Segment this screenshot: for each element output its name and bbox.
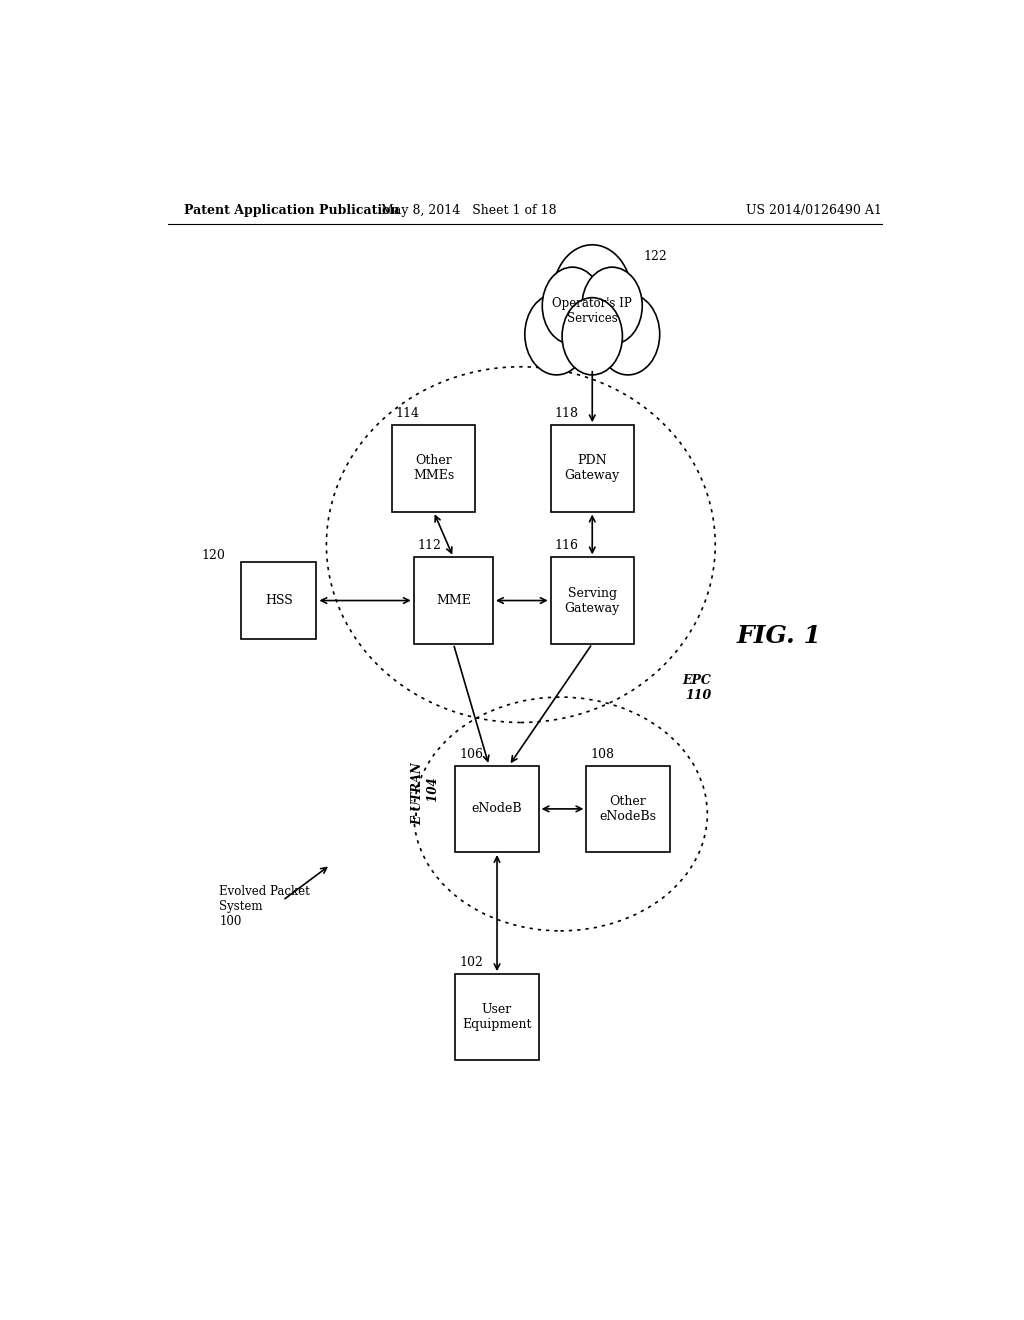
Text: Evolved Packet
System
100: Evolved Packet System 100 <box>219 886 310 928</box>
Text: 114: 114 <box>396 407 420 420</box>
FancyBboxPatch shape <box>241 562 316 639</box>
Text: 108: 108 <box>590 747 614 760</box>
FancyBboxPatch shape <box>456 766 539 853</box>
Text: 116: 116 <box>555 540 579 552</box>
FancyBboxPatch shape <box>392 425 475 512</box>
Circle shape <box>596 293 659 375</box>
Text: 118: 118 <box>555 407 579 420</box>
Text: eNodeB: eNodeB <box>472 803 522 816</box>
Text: 102: 102 <box>460 956 483 969</box>
Text: Patent Application Publication: Patent Application Publication <box>183 205 399 216</box>
Text: MME: MME <box>436 594 471 607</box>
Circle shape <box>562 297 623 375</box>
Text: 122: 122 <box>644 249 668 263</box>
Text: FIG. 1: FIG. 1 <box>736 624 821 648</box>
Text: PDN
Gateway: PDN Gateway <box>564 454 620 482</box>
Text: Other
MMEs: Other MMEs <box>413 454 455 482</box>
Text: E-UTRAN
  104: E-UTRAN 104 <box>412 762 439 825</box>
Text: EPC
110: EPC 110 <box>682 675 712 702</box>
Text: Operator's IP
Services: Operator's IP Services <box>552 297 632 325</box>
Text: Other
eNodeBs: Other eNodeBs <box>599 795 656 822</box>
FancyBboxPatch shape <box>456 974 539 1060</box>
Text: Serving
Gateway: Serving Gateway <box>564 586 620 615</box>
FancyBboxPatch shape <box>551 425 634 512</box>
Text: 120: 120 <box>202 549 225 562</box>
Text: HSS: HSS <box>265 594 293 607</box>
Circle shape <box>543 267 602 345</box>
Text: 112: 112 <box>418 540 441 552</box>
Text: May 8, 2014   Sheet 1 of 18: May 8, 2014 Sheet 1 of 18 <box>381 205 557 216</box>
Circle shape <box>553 244 632 346</box>
FancyBboxPatch shape <box>587 766 670 853</box>
Circle shape <box>582 267 642 345</box>
FancyBboxPatch shape <box>414 557 494 644</box>
Text: 106: 106 <box>460 747 483 760</box>
Circle shape <box>524 293 588 375</box>
Text: User
Equipment: User Equipment <box>462 1003 531 1031</box>
FancyBboxPatch shape <box>551 557 634 644</box>
Text: US 2014/0126490 A1: US 2014/0126490 A1 <box>746 205 882 216</box>
